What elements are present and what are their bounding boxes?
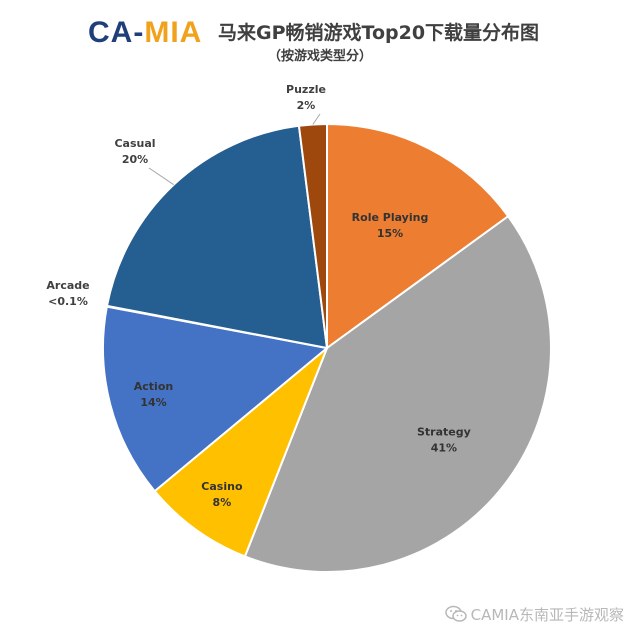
watermark-text: CAMIA东南亚手游观察 xyxy=(470,606,624,624)
pie-slice-role-playing xyxy=(326,122,510,350)
leader-line-casual xyxy=(148,167,174,186)
slice-name-label: Casino xyxy=(201,480,243,493)
slice-name-label: Role Playing xyxy=(352,211,429,224)
pie-slice-casual xyxy=(105,124,329,350)
slice-value-label: <0.1% xyxy=(48,295,88,308)
slice-value-label: 8% xyxy=(213,496,232,509)
pie-slice-strategy xyxy=(243,214,552,573)
wechat-icon xyxy=(444,605,467,622)
watermark: CAMIA东南亚手游观察 xyxy=(444,604,624,625)
slice-value-label: 15% xyxy=(377,227,403,240)
chart-title: 马来GP畅销游戏Top20下载量分布图 xyxy=(218,22,540,44)
slice-name-label: Casual xyxy=(114,137,155,150)
pie-slice-casino xyxy=(153,347,328,558)
leader-line-puzzle xyxy=(312,113,321,125)
slice-name-label: Action xyxy=(134,380,173,393)
slice-value-label: 41% xyxy=(431,442,457,455)
pie-slice-action xyxy=(102,305,330,493)
chart-subtitle: （按游戏类型分） xyxy=(267,49,372,64)
slice-name-label: Puzzle xyxy=(286,83,326,96)
slice-value-label: 2% xyxy=(297,99,316,112)
slice-value-label: 20% xyxy=(122,153,148,166)
slice-name-label: Strategy xyxy=(417,426,471,439)
slice-value-label: 14% xyxy=(140,396,166,409)
camia-logo: CA-MIA xyxy=(88,16,203,49)
pie-slice-puzzle xyxy=(297,122,328,349)
chart-header: CA-MIA 马来GP畅销游戏Top20下载量分布图 （按游戏类型分） xyxy=(0,6,640,66)
slice-name-label: Arcade xyxy=(46,279,89,292)
